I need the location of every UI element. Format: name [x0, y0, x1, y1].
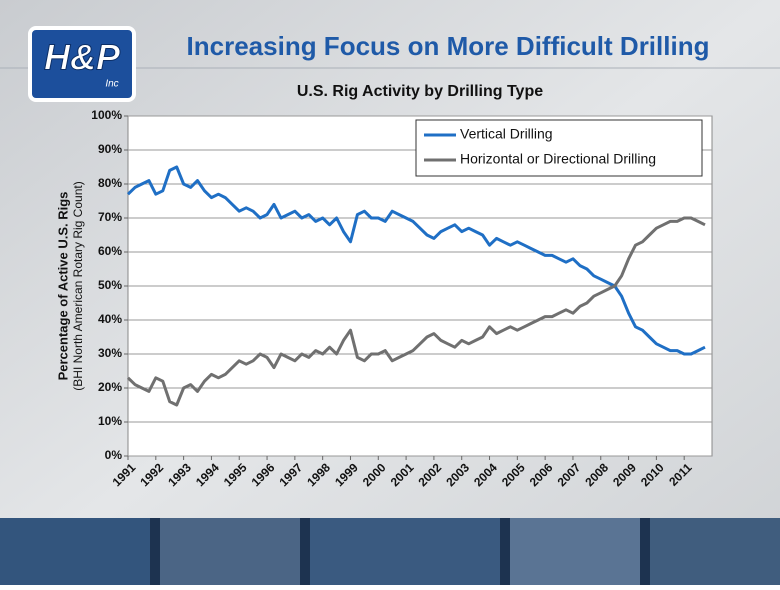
photo-strip: [0, 518, 780, 585]
y-tick-label: 60%: [98, 244, 122, 258]
y-tick-label: 50%: [98, 278, 122, 292]
photo: [510, 518, 640, 585]
legend: Vertical Drilling Horizontal or Direction…: [415, 119, 703, 177]
y-tick-label: 0%: [105, 448, 123, 462]
slide-title: Increasing Focus on More Difficult Drill…: [187, 31, 710, 61]
photo: [650, 518, 780, 585]
y-tick-label: 20%: [98, 380, 122, 394]
y-axis-label: Percentage of Active U.S. Rigs: [55, 192, 70, 381]
legend-label: Horizontal or Directional Drilling: [460, 151, 656, 167]
y-tick-label: 10%: [98, 414, 122, 428]
logo-box: [28, 26, 136, 102]
y-tick-label: 40%: [98, 312, 122, 326]
logo: H&P Inc: [28, 26, 136, 102]
y-tick-label: 30%: [98, 346, 122, 360]
y-tick-label: 70%: [98, 210, 122, 224]
series-line: [126, 165, 706, 356]
photo: [160, 518, 300, 585]
chart-title: U.S. Rig Activity by Drilling Type: [297, 83, 543, 100]
legend-label: Vertical Drilling: [460, 126, 553, 142]
y-tick-label: 80%: [98, 176, 122, 190]
y-tick-label: 100%: [91, 108, 122, 122]
logo-sub: Inc: [105, 79, 118, 90]
y-tick-label: 90%: [98, 142, 122, 156]
photo: [310, 518, 500, 585]
logo-text: H&P: [44, 37, 121, 78]
y-axis-sublabel: (BHI North American Rotary Rig Count): [71, 181, 85, 390]
series-line: [126, 216, 706, 407]
photo: [0, 518, 150, 585]
legend-box: [415, 119, 703, 177]
